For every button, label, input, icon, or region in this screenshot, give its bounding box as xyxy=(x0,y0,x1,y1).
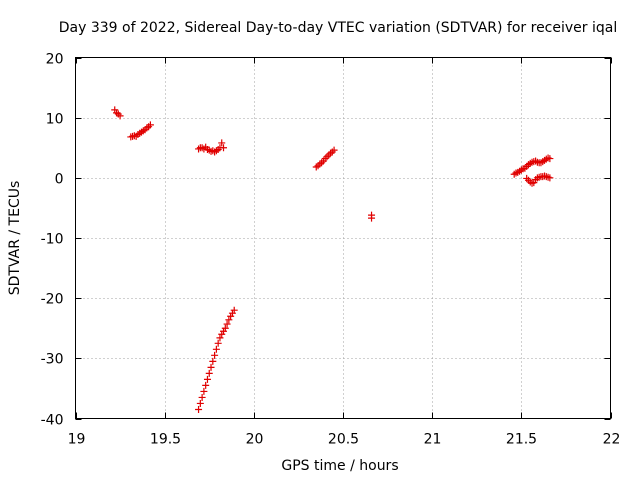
data-point xyxy=(198,393,206,401)
data-point xyxy=(542,173,550,181)
data-point xyxy=(230,306,238,314)
data-point xyxy=(202,381,210,389)
data-point xyxy=(200,145,208,153)
data-point xyxy=(225,316,233,324)
x-tick-label: 20.5 xyxy=(328,432,359,448)
data-point xyxy=(541,172,549,180)
data-point xyxy=(196,399,204,407)
data-point xyxy=(116,112,124,120)
data-point xyxy=(221,324,229,332)
y-axis-label: SDTVAR / TECUs xyxy=(7,181,23,296)
data-point xyxy=(368,214,376,222)
data-point xyxy=(195,405,203,413)
grid-lines xyxy=(75,57,611,419)
data-point xyxy=(146,121,154,129)
data-point xyxy=(223,320,231,328)
y-tick-label: 20 xyxy=(46,52,64,68)
data-point xyxy=(209,357,217,365)
x-tick-label: 19 xyxy=(68,432,86,448)
x-axis-label: GPS time / hours xyxy=(281,458,398,474)
x-tick-label: 22 xyxy=(603,432,621,448)
y-tick-label: -10 xyxy=(41,232,64,248)
data-point xyxy=(198,144,206,152)
data-point xyxy=(218,139,226,147)
data-point xyxy=(203,375,211,383)
data-point xyxy=(214,339,222,347)
data-point xyxy=(216,334,224,342)
x-tick-label: 21.5 xyxy=(506,432,537,448)
data-point xyxy=(205,369,213,377)
x-tick-label: 21 xyxy=(424,432,442,448)
data-point xyxy=(544,173,552,181)
y-tick-label: -30 xyxy=(41,352,64,368)
x-tick-label: 20 xyxy=(246,432,264,448)
data-point xyxy=(330,146,338,154)
y-tick-label: 10 xyxy=(46,112,64,128)
data-point xyxy=(546,155,554,163)
y-tick-label: -20 xyxy=(41,292,64,308)
data-point xyxy=(546,174,554,182)
data-point xyxy=(523,174,531,182)
data-point xyxy=(212,345,220,353)
data-point xyxy=(207,363,215,371)
data-point xyxy=(207,147,215,155)
data-point xyxy=(114,110,122,118)
axis-ticks: 19 19.5 20 20.5 21 21.5 22 -40 -30 -20 -10 0 10 20 xyxy=(41,52,621,448)
y-tick-label: 0 xyxy=(55,172,64,188)
data-point xyxy=(220,144,228,152)
y-tick-label: -40 xyxy=(41,413,64,429)
data-point xyxy=(127,133,135,141)
data-point xyxy=(323,153,331,161)
data-points xyxy=(111,106,554,413)
data-point xyxy=(211,351,219,359)
x-tick-label: 19.5 xyxy=(150,432,181,448)
data-point xyxy=(533,158,541,166)
chart-title: Day 339 of 2022, Sidereal Day-to-day VTE… xyxy=(59,20,617,36)
data-point xyxy=(533,174,541,182)
data-point xyxy=(200,387,208,395)
